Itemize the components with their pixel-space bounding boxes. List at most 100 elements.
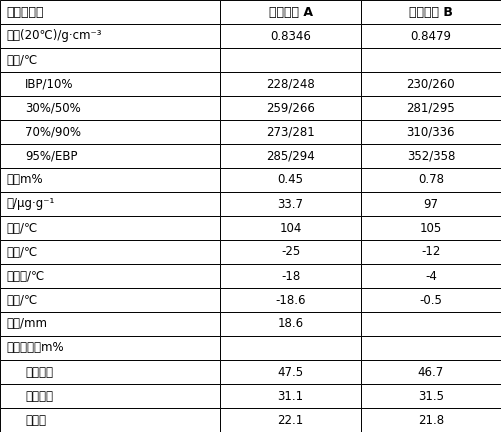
Text: -12: -12 [421,245,440,258]
Text: 47.5: 47.5 [278,365,304,378]
Text: 冷滤点/℃: 冷滤点/℃ [6,270,44,283]
Text: 70%/90%: 70%/90% [25,126,81,139]
Text: 凝点/℃: 凝点/℃ [6,245,37,258]
Bar [0,336,220,360]
Text: 105: 105 [420,222,442,235]
Bar [0,24,220,48]
Text: 259/266: 259/266 [266,102,315,114]
Bar [361,312,501,336]
Bar [0,264,220,288]
Text: 352/358: 352/358 [407,149,455,162]
Text: 33.7: 33.7 [278,197,304,210]
Text: 285/294: 285/294 [266,149,315,162]
Text: 质谱组成，m%: 质谱组成，m% [6,342,64,355]
Text: 烟点/mm: 烟点/mm [6,318,47,330]
Text: 97: 97 [423,197,438,210]
Bar [0,408,220,432]
Bar [220,24,361,48]
Text: 密度(20℃)/g·cm⁻³: 密度(20℃)/g·cm⁻³ [6,29,102,42]
Bar [220,360,361,384]
Text: 直馏柴油 A: 直馏柴油 A [269,6,313,19]
Text: -25: -25 [281,245,300,258]
Text: 原料油名称: 原料油名称 [6,6,44,19]
Bar [0,288,220,312]
Bar [0,72,220,96]
Bar [220,72,361,96]
Bar [361,72,501,96]
Text: 0.78: 0.78 [418,174,444,187]
Bar [0,0,220,24]
Bar [361,360,501,384]
Bar [220,336,361,360]
Bar [0,216,220,240]
Text: 281/295: 281/295 [406,102,455,114]
Bar [220,0,361,24]
Bar [220,144,361,168]
Text: 硫，m%: 硫，m% [6,174,43,187]
Bar [361,216,501,240]
Bar [220,120,361,144]
Bar [361,408,501,432]
Bar [361,120,501,144]
Bar [361,336,501,360]
Text: 104: 104 [280,222,302,235]
Bar [361,240,501,264]
Bar [0,240,220,264]
Text: 总芳烃: 总芳烃 [25,413,46,426]
Bar [220,312,361,336]
Text: 46.7: 46.7 [418,365,444,378]
Text: 30%/50%: 30%/50% [25,102,81,114]
Text: 冰点/℃: 冰点/℃ [6,293,37,306]
Text: 18.6: 18.6 [278,318,304,330]
Bar [220,192,361,216]
Text: 直馏柴油 B: 直馏柴油 B [409,6,453,19]
Text: 228/248: 228/248 [266,77,315,90]
Text: 21.8: 21.8 [418,413,444,426]
Bar [0,168,220,192]
Bar [361,192,501,216]
Text: -18: -18 [281,270,300,283]
Bar [220,240,361,264]
Bar [220,216,361,240]
Text: 氮/μg·g⁻¹: 氮/μg·g⁻¹ [6,197,55,210]
Bar [0,360,220,384]
Text: 31.5: 31.5 [418,390,444,403]
Text: 总环烷烃: 总环烷烃 [25,390,53,403]
Bar [0,144,220,168]
Bar [220,288,361,312]
Bar [361,0,501,24]
Text: 31.1: 31.1 [278,390,304,403]
Bar [220,384,361,408]
Bar [220,96,361,120]
Bar [0,312,220,336]
Text: -0.5: -0.5 [419,293,442,306]
Text: 0.8346: 0.8346 [270,29,311,42]
Text: 0.45: 0.45 [278,174,304,187]
Text: 馏程/℃: 馏程/℃ [6,54,37,67]
Bar [361,48,501,72]
Bar [0,96,220,120]
Bar [361,288,501,312]
Text: 95%/EBP: 95%/EBP [25,149,78,162]
Bar [0,192,220,216]
Bar [0,48,220,72]
Text: 总链烷烃: 总链烷烃 [25,365,53,378]
Text: 310/336: 310/336 [407,126,455,139]
Text: -4: -4 [425,270,437,283]
Text: 0.8479: 0.8479 [410,29,451,42]
Text: 230/260: 230/260 [406,77,455,90]
Text: IBP/10%: IBP/10% [25,77,74,90]
Bar [0,384,220,408]
Bar [220,168,361,192]
Text: 闪点/℃: 闪点/℃ [6,222,37,235]
Bar [361,168,501,192]
Text: 273/281: 273/281 [266,126,315,139]
Bar [361,24,501,48]
Bar [361,384,501,408]
Bar [361,264,501,288]
Bar [361,144,501,168]
Text: 22.1: 22.1 [278,413,304,426]
Bar [220,48,361,72]
Bar [220,264,361,288]
Bar [220,408,361,432]
